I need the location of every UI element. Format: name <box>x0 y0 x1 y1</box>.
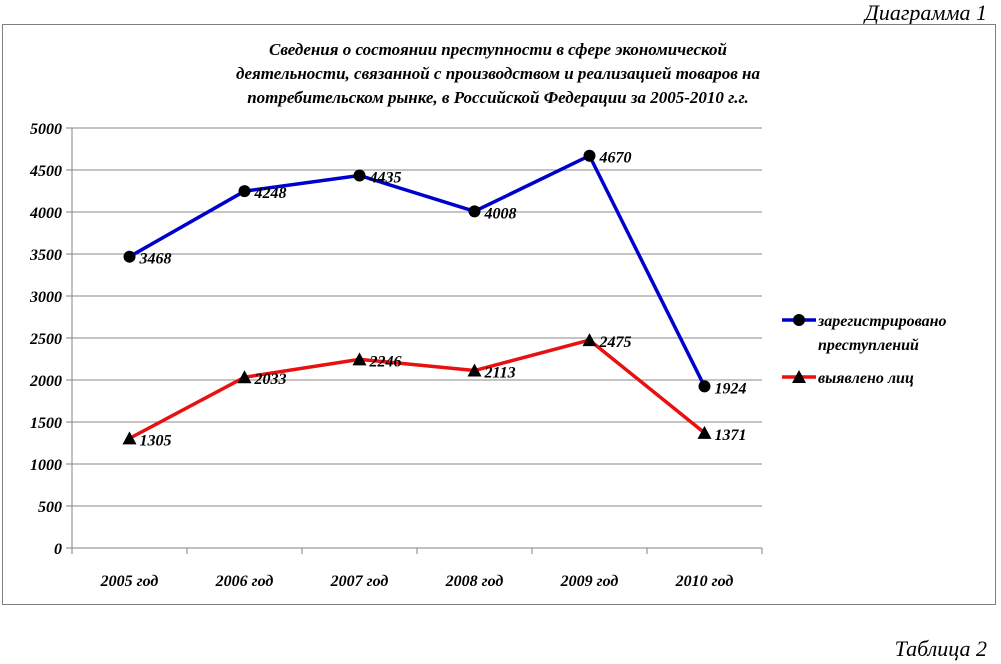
y-axis-ticks: 0 500 1000 1500 2000 2500 3000 3500 4000 4500 5000 <box>29 121 62 558</box>
data-label: 2475 <box>599 334 632 351</box>
legend-label: выявлено лиц <box>818 370 914 387</box>
x-axis-ticks: 2005 год 2006 год 2007 год 2008 год 2009 год… <box>100 573 734 590</box>
y-tick-label: 1500 <box>30 415 62 432</box>
data-point-circle <box>583 149 596 162</box>
x-tick-label: 2010 год <box>675 573 734 590</box>
diagram-caption: Диаграмма 1 <box>864 0 987 25</box>
chart-title-line-3: потребительском рынке, в Российской Феде… <box>247 88 749 107</box>
y-tick-label: 4000 <box>29 205 62 222</box>
y-tick-label: 4500 <box>29 163 62 180</box>
data-point-circle <box>123 250 136 263</box>
series-line <box>128 338 706 440</box>
data-label: 1924 <box>715 380 747 397</box>
x-tick-label: 2009 год <box>560 573 619 590</box>
data-label: 2246 <box>369 353 402 370</box>
data-label: 4248 <box>254 185 287 202</box>
data-point-circle <box>468 205 481 218</box>
y-tick-label: 500 <box>38 499 62 516</box>
x-tick-label: 2008 год <box>445 573 504 590</box>
table-caption: Таблица 2 <box>894 636 987 661</box>
y-tick-label: 0 <box>54 541 62 558</box>
y-tick-label: 3000 <box>29 289 62 306</box>
legend-marker-triangle <box>792 370 806 383</box>
legend-marker-circle <box>793 314 805 326</box>
data-point-triangle <box>467 363 482 377</box>
data-point-triangle <box>122 431 137 445</box>
legend-label: зарегистрировано <box>817 313 947 330</box>
data-point-triangle <box>697 425 712 439</box>
series <box>122 149 712 445</box>
y-tick-label: 2500 <box>29 331 62 348</box>
y-tick-label: 1000 <box>30 457 62 474</box>
data-label: 4008 <box>484 205 517 222</box>
x-tick-label: 2005 год <box>100 573 159 590</box>
chart-title-line-2: деятельности, связанной с производством … <box>236 64 760 83</box>
gridlines <box>72 127 762 507</box>
data-point-circle <box>698 380 711 393</box>
data-label: 4670 <box>599 150 632 167</box>
data-label: 1305 <box>140 432 172 449</box>
data-point-circle <box>353 169 366 182</box>
chart-frame <box>2 24 996 605</box>
data-label: 1371 <box>715 427 747 444</box>
data-label: 3468 <box>139 251 172 268</box>
x-tick-label: 2007 год <box>330 573 389 590</box>
data-point-triangle <box>582 333 597 347</box>
legend: зарегистрировано преступлений выявлено лиц <box>782 313 947 387</box>
y-tick-label: 2000 <box>29 373 62 390</box>
data-label: 2033 <box>254 371 287 388</box>
y-tick-label: 3500 <box>29 247 62 264</box>
legend-label: преступлений <box>818 337 919 354</box>
chart-title: Сведения о состоянии преступности в сфер… <box>236 40 760 107</box>
series-line <box>128 153 707 388</box>
chart-title-line-1: Сведения о состоянии преступности в сфер… <box>269 40 727 59</box>
data-point-circle <box>238 185 251 198</box>
data-point-triangle <box>352 352 367 366</box>
data-label: 4435 <box>369 169 402 186</box>
x-tick-label: 2006 год <box>215 573 274 590</box>
data-label: 2113 <box>484 365 516 382</box>
y-tick-label: 5000 <box>30 121 62 138</box>
axes <box>66 127 763 554</box>
data-point-triangle <box>237 370 252 384</box>
data-labels: 3468 4248 4435 4008 4670 1924 1305 2033 2246 2113… <box>139 150 747 450</box>
